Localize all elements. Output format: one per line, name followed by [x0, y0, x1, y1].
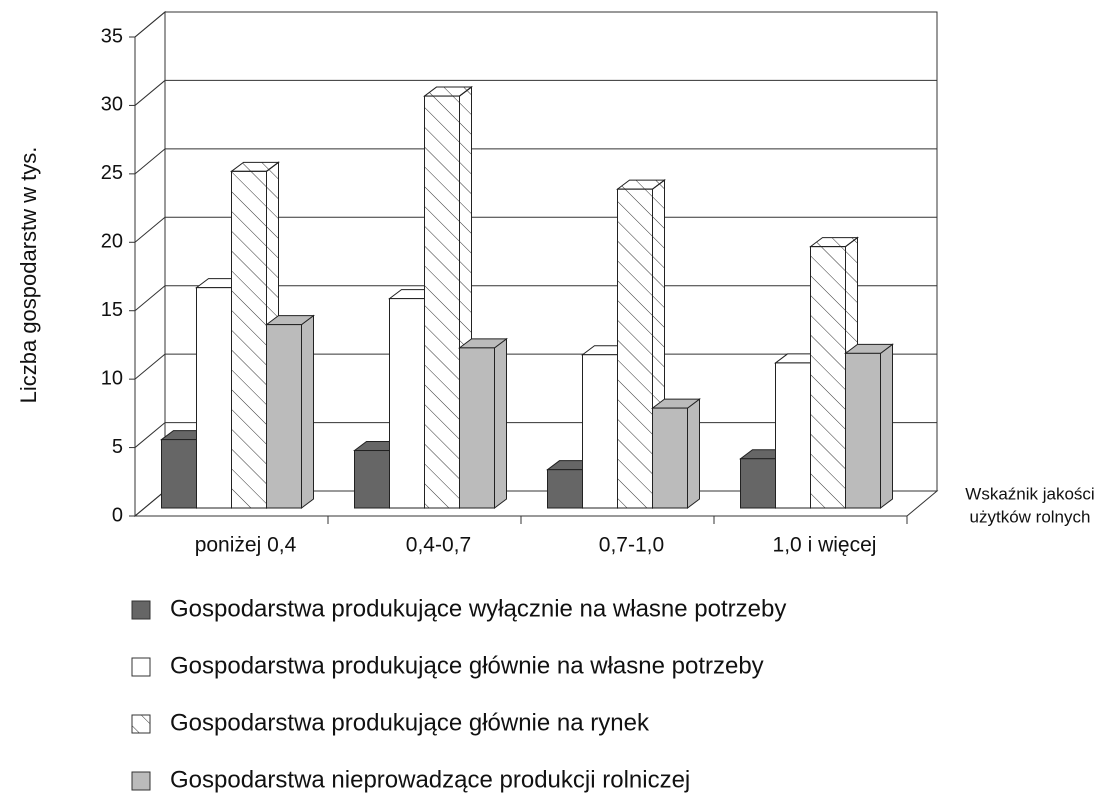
- bar-side: [880, 343, 893, 509]
- legend-swatch: [131, 600, 151, 620]
- y-tick-label: 30: [101, 94, 123, 116]
- grid-line: [134, 11, 937, 38]
- bar-front: [582, 354, 618, 509]
- legend-swatch: [131, 714, 151, 734]
- bar-front: [354, 450, 390, 509]
- bar-front: [196, 287, 232, 509]
- bar-front: [389, 298, 425, 509]
- legend-label: Gospodarstwa produkujące głównie na włas…: [170, 652, 764, 679]
- x-tick-label: 1,0 i więcej: [773, 534, 877, 557]
- grid-line: [134, 216, 937, 243]
- y-tick-label: 0: [112, 504, 123, 526]
- bar-front: [652, 407, 688, 509]
- bar-front-hatch: [810, 246, 846, 509]
- bar-front-hatch: [424, 95, 460, 509]
- legend-swatch: [131, 657, 151, 677]
- legend-label: Gospodarstwa produkujące głównie na ryne…: [170, 709, 650, 736]
- bar-side: [494, 337, 507, 509]
- bar-front: [845, 352, 881, 509]
- bar: [651, 398, 701, 509]
- bar-front-hatch: [617, 188, 653, 509]
- legend-label: Gospodarstwa nieprowadzące produkcji rol…: [170, 766, 690, 793]
- grid-line: [134, 285, 937, 312]
- bar: [844, 343, 894, 509]
- y-tick-label: 5: [112, 436, 123, 458]
- grid-line: [134, 353, 937, 380]
- bar-front: [740, 458, 776, 509]
- y-tick-label: 15: [101, 299, 123, 321]
- x-axis-title: użytków rolnych: [970, 507, 1091, 526]
- legend-label: Gospodarstwa produkujące wyłącznie na wł…: [170, 595, 786, 622]
- bar: [458, 337, 508, 509]
- bar-front: [161, 439, 197, 509]
- bar-side: [301, 314, 314, 509]
- grid-line: [134, 79, 937, 106]
- y-axis-title: Liczba gospodarstw w tys.: [16, 147, 41, 404]
- x-tick-label: 0,7-1,0: [599, 534, 664, 557]
- y-tick-label: 20: [101, 231, 123, 253]
- grid-line: [134, 148, 937, 175]
- x-tick-label: 0,4-0,7: [406, 534, 471, 557]
- bar-side: [687, 398, 700, 509]
- x-tick-label: poniżej 0,4: [195, 534, 297, 557]
- y-tick-label: 35: [101, 25, 123, 47]
- legend-swatch: [131, 771, 151, 791]
- y-tick-label: 10: [101, 367, 123, 389]
- bar-front: [775, 362, 811, 509]
- x-axis-title: Wskaźnik jakości: [965, 484, 1094, 503]
- bar-front-hatch: [231, 170, 267, 509]
- y-tick-label: 25: [101, 162, 123, 184]
- bar-front: [266, 324, 302, 509]
- side-wall: [134, 10, 166, 518]
- bar-front: [459, 347, 495, 509]
- bar: [265, 314, 315, 509]
- bar-front: [547, 469, 583, 509]
